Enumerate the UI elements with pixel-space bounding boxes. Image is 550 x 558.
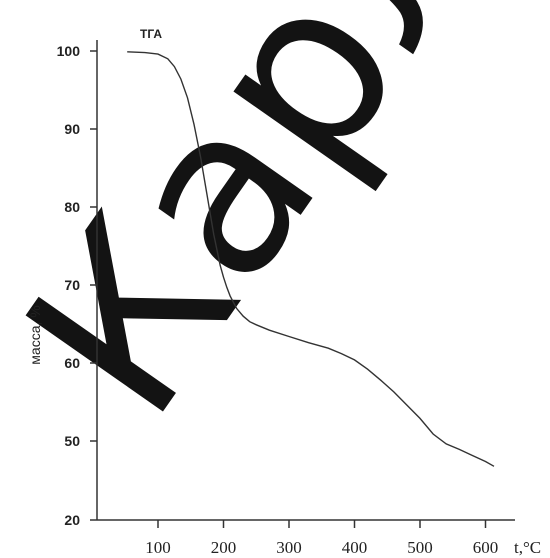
y-tick-label: 80 xyxy=(64,199,80,215)
series-layer xyxy=(127,51,495,467)
y-tick-label: 60 xyxy=(64,355,80,371)
x-tick-label: 200 xyxy=(211,538,237,557)
watermark: Карл xyxy=(0,0,538,462)
x-tick-label: 300 xyxy=(276,538,302,557)
y-tick-label: 100 xyxy=(57,43,81,59)
y-tick-label: 90 xyxy=(64,121,80,137)
axes xyxy=(96,40,515,521)
watermark-text: Карл xyxy=(0,0,538,462)
x-tick-label: 100 xyxy=(145,538,171,557)
x-tick-label: 600 xyxy=(473,538,499,557)
series-label: ТГА xyxy=(140,27,162,41)
x-tick-label: 500 xyxy=(407,538,433,557)
y-tick-label: 50 xyxy=(64,433,80,449)
x-tick-label: 400 xyxy=(342,538,368,557)
y-tick-label: 20 xyxy=(64,512,80,528)
y-tick-label: 70 xyxy=(64,277,80,293)
x-ticks: 100 200 300 400 500 600 xyxy=(145,520,498,557)
y-ticks: 20 50 60 70 80 90 100 xyxy=(57,43,97,528)
y-axis-title: масса, % xyxy=(27,305,43,364)
tga-curve xyxy=(127,51,495,467)
x-axis-title: t,°C xyxy=(514,538,541,557)
